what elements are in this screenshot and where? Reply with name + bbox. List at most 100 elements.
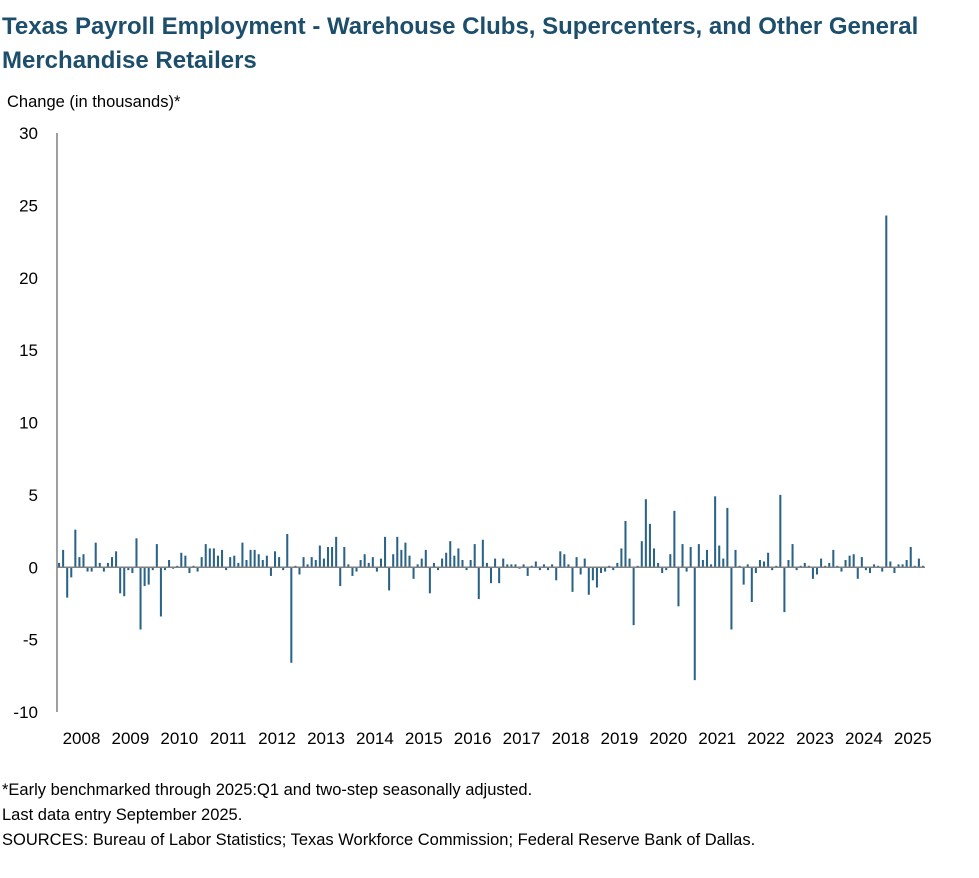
x-tick-label: 2008	[63, 729, 101, 748]
bar	[216, 555, 219, 568]
bar	[123, 567, 126, 597]
bar	[734, 549, 737, 568]
bar	[119, 567, 122, 594]
x-tick-label: 2018	[552, 729, 590, 748]
bar	[115, 551, 118, 568]
bar	[139, 567, 142, 630]
bar	[498, 567, 501, 584]
bar	[620, 548, 623, 568]
bar	[832, 549, 835, 568]
bar	[180, 552, 183, 568]
x-tick-labels: 2008 2009 2010 2011 2012 2013 2014 2015 2016 2017…	[63, 729, 932, 748]
bar	[94, 542, 97, 568]
bar	[864, 567, 867, 571]
bar	[237, 562, 240, 568]
bar	[78, 557, 81, 568]
bar	[885, 215, 888, 568]
bar	[400, 549, 403, 568]
bar	[58, 562, 61, 568]
x-tick-label: 2012	[258, 729, 296, 748]
bar	[889, 561, 892, 568]
y-tick-label: 25	[19, 196, 38, 215]
bar	[302, 557, 305, 568]
bar	[465, 567, 468, 571]
bar	[791, 544, 794, 568]
bar	[326, 546, 330, 568]
bar	[441, 558, 444, 568]
y-tick-label: 5	[29, 486, 38, 505]
bar	[184, 555, 187, 568]
y-axis-label: Change (in thousands)*	[7, 93, 181, 111]
bar	[901, 564, 904, 568]
bar	[579, 567, 582, 575]
bar	[600, 567, 603, 574]
bar	[897, 564, 900, 568]
bar	[587, 567, 590, 595]
bar	[909, 546, 912, 568]
bars	[58, 215, 924, 681]
bar	[714, 496, 717, 568]
bar	[286, 533, 289, 568]
bar	[90, 567, 93, 572]
bar	[367, 562, 370, 568]
bar	[168, 560, 171, 568]
bar	[803, 562, 806, 568]
x-tick-label: 2020	[649, 729, 687, 748]
bar	[339, 567, 342, 587]
bar	[669, 554, 672, 568]
x-tick-label: 2017	[503, 729, 541, 748]
bar	[310, 557, 313, 568]
bar	[388, 567, 391, 591]
bar	[314, 560, 317, 568]
bar	[241, 542, 244, 568]
bar	[758, 560, 761, 568]
bar	[318, 545, 321, 568]
bar	[253, 549, 256, 568]
bar	[856, 567, 859, 579]
bar	[62, 549, 65, 568]
x-tick-label: 2024	[845, 729, 883, 748]
bar	[787, 560, 790, 568]
bar	[730, 567, 733, 630]
bar	[155, 544, 158, 568]
bar	[644, 499, 647, 568]
bar	[420, 558, 423, 568]
bar	[111, 557, 114, 568]
bar	[567, 564, 570, 568]
bar	[563, 554, 566, 568]
bar	[722, 558, 725, 568]
bar	[616, 562, 619, 568]
bar	[547, 567, 550, 571]
bar	[502, 558, 505, 568]
bar	[416, 564, 419, 568]
bar	[412, 567, 415, 579]
bar	[245, 560, 248, 568]
bar	[828, 562, 831, 568]
x-tick-label: 2011	[210, 729, 247, 748]
bar	[473, 544, 476, 568]
bar	[705, 549, 708, 568]
bar	[840, 567, 843, 572]
bar	[538, 567, 541, 571]
bar	[868, 567, 872, 574]
bar	[335, 536, 338, 568]
bar	[905, 560, 908, 568]
bar	[681, 544, 684, 568]
bar	[392, 554, 395, 568]
bar	[583, 558, 586, 568]
bar	[648, 523, 651, 568]
bar	[159, 567, 162, 617]
footnote-sources: SOURCES: Bureau of Labor Statistics; Tex…	[2, 831, 756, 849]
bar	[371, 557, 374, 568]
bar	[135, 538, 138, 568]
bar	[612, 567, 615, 571]
bar	[404, 542, 407, 568]
bar	[701, 560, 704, 568]
bar	[225, 567, 228, 571]
bar	[657, 562, 660, 568]
bar	[233, 555, 236, 568]
y-tick-label: -5	[23, 631, 38, 650]
bar	[66, 567, 69, 598]
bar	[820, 558, 823, 568]
bar	[677, 567, 680, 607]
